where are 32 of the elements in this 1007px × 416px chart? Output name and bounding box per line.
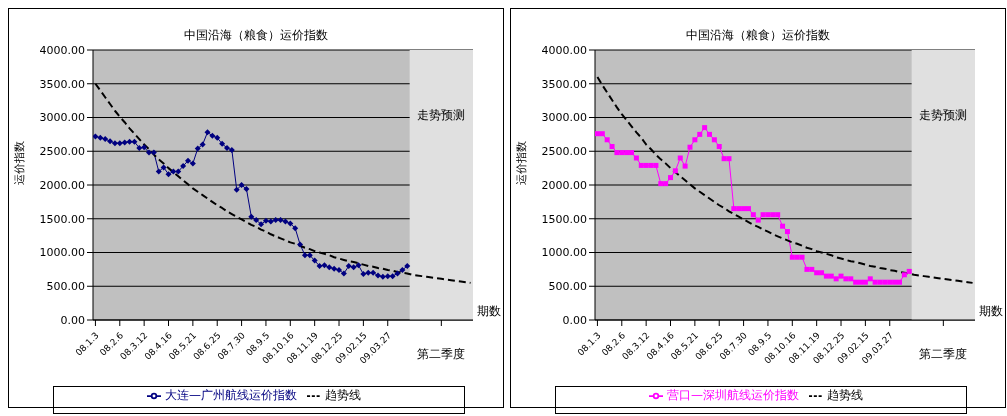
x-tick-label: 第二季度 — [417, 347, 466, 361]
x-axis-title: 期数 — [477, 303, 501, 318]
y-tick-label: 500.00 — [46, 280, 85, 294]
y-tick-label: 1000.00 — [39, 246, 85, 260]
y-tick-label: 0.00 — [562, 313, 587, 327]
y-tick-label: 3500.00 — [541, 77, 587, 91]
y-tick-label: 2000.00 — [39, 178, 85, 192]
y-tick-label: 3000.00 — [39, 111, 85, 125]
y-tick-label: 3500.00 — [39, 77, 85, 91]
chart-title: 中国沿海（粮食）运价指数 — [183, 27, 329, 44]
annotation: 走势预测 — [919, 107, 968, 122]
y-tick-label: 4000.00 — [39, 43, 85, 57]
x-tick-label: 第二季度 — [919, 347, 968, 361]
x-axis-title: 期数 — [979, 303, 1003, 318]
legend-label: 趋势线 — [325, 388, 361, 402]
legend-label: 营口—深圳航线运价指数 — [667, 388, 799, 402]
y-tick-label: 4000.00 — [541, 43, 587, 57]
y-tick-label: 1500.00 — [541, 212, 587, 226]
y-tick-label: 1500.00 — [39, 212, 85, 226]
y-tick-label: 1000.00 — [541, 246, 587, 260]
y-tick-label: 3000.00 — [541, 111, 587, 125]
chart-title: 中国沿海（粮食）运价指数 — [685, 27, 831, 44]
y-axis-title: 运价指数 — [12, 141, 26, 185]
y-tick-label: 0.00 — [60, 313, 85, 327]
y-tick-label: 500.00 — [548, 280, 587, 294]
y-tick-label: 2000.00 — [541, 178, 587, 192]
y-tick-label: 2500.00 — [39, 145, 85, 159]
y-tick-label: 2500.00 — [541, 145, 587, 159]
legend-label: 趋势线 — [827, 388, 863, 402]
annotation: 走势预测 — [417, 107, 466, 122]
legend-label: 大连—广州航线运价指数 — [165, 388, 297, 402]
y-axis-title: 运价指数 — [514, 141, 528, 185]
